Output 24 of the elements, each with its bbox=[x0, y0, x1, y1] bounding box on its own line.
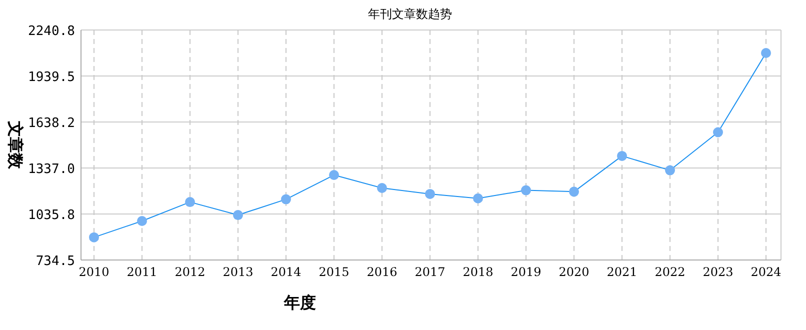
y-tick-label: 1939.5 bbox=[28, 70, 75, 86]
y-tick-label: 1035.8 bbox=[28, 208, 75, 223]
chart-title: 年刊文章数趋势 bbox=[368, 7, 452, 21]
x-tick-label: 2014 bbox=[270, 265, 302, 279]
x-tick-label: 2012 bbox=[174, 265, 206, 279]
x-tick-label: 2010 bbox=[78, 265, 110, 279]
x-tick-label: 2022 bbox=[654, 265, 686, 279]
x-axis-title: 年度 bbox=[283, 293, 316, 312]
x-tick-label: 2018 bbox=[462, 265, 494, 279]
x-tick-label: 2011 bbox=[126, 265, 158, 279]
x-tick-label: 2019 bbox=[510, 265, 542, 279]
y-axis-title: 文章数 bbox=[6, 120, 25, 170]
y-tick-label: 2240.8 bbox=[28, 24, 75, 39]
x-tick-label: 2020 bbox=[558, 265, 590, 279]
x-tick-label: 2024 bbox=[750, 265, 782, 279]
x-tick-label: 2023 bbox=[702, 265, 734, 279]
y-tick-label: 734.5 bbox=[36, 254, 75, 269]
y-tick-label: 1638.2 bbox=[28, 116, 75, 132]
x-tick-label: 2013 bbox=[222, 265, 254, 279]
x-tick-label: 2015 bbox=[318, 265, 350, 279]
x-tick-label: 2017 bbox=[414, 265, 446, 279]
x-tick-label: 2021 bbox=[606, 265, 638, 279]
y-tick-label: 1337.0 bbox=[28, 162, 75, 178]
x-tick-label: 2016 bbox=[366, 265, 398, 279]
